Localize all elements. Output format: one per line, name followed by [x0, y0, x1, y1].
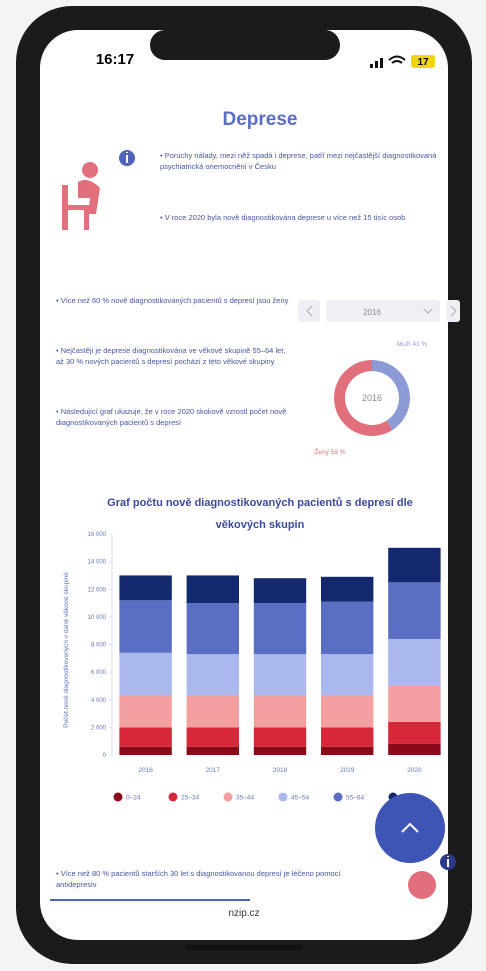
bar-segment — [119, 747, 171, 755]
bar-segment — [388, 686, 440, 722]
page-title: Deprese — [223, 109, 298, 130]
legend-label: 25–34 — [181, 795, 199, 802]
x-tick-label: 2020 — [407, 767, 422, 774]
intro-bullet: • V roce 2020 byla nově diagnostikována … — [160, 212, 450, 223]
y-tick-label: 8 000 — [91, 643, 107, 649]
bullet-text: Následující graf ukazuje, že v roce 2020… — [56, 407, 286, 427]
bar-segment — [321, 577, 373, 602]
bar-segment — [187, 654, 239, 695]
x-tick-label: 2016 — [138, 767, 153, 774]
bar-segment — [187, 747, 239, 755]
bar-segment — [388, 639, 440, 686]
bar-segment — [388, 582, 440, 639]
y-tick-label: 10 000 — [88, 615, 107, 621]
legend-label: 35–44 — [236, 795, 254, 802]
bullet-text: Nejčastěji je deprese diagnostikována ve… — [56, 346, 285, 366]
donut-label: Ženy 59 % — [314, 447, 345, 456]
notch — [150, 30, 340, 60]
bar-segment — [119, 653, 171, 696]
url: nzip.cz — [228, 908, 259, 919]
bar-segment — [254, 747, 306, 755]
url-bar[interactable]: nzip.cz — [40, 908, 448, 919]
bar-segment — [187, 575, 239, 603]
bullet-text: Více než 60 % nově diagnostikovaných pac… — [61, 296, 289, 305]
bar-segment — [187, 603, 239, 654]
bar-segment — [119, 696, 171, 728]
bar-segment — [119, 600, 171, 652]
bar-segment — [321, 654, 373, 695]
bar-segment — [187, 696, 239, 728]
battery-level: 17 — [417, 57, 429, 68]
bar-segment — [254, 578, 306, 603]
y-tick-label: 4 000 — [91, 698, 107, 704]
legend-marker — [279, 793, 288, 802]
fact-bullet: • Následující graf ukazuje, že v roce 20… — [56, 406, 291, 428]
bar-segment — [388, 548, 440, 583]
prev-button[interactable] — [298, 300, 320, 322]
bar-segment — [119, 727, 171, 746]
phone: 16:17 17 Deprese 2016 Počet nově diagnos… — [0, 0, 486, 971]
bullet-text: Více než 80 % pacientů starších 30 let s… — [56, 869, 340, 889]
bar-segment — [321, 696, 373, 728]
bottom-bullet: • Více než 80 % pacientů starších 30 let… — [56, 868, 356, 890]
fact-bullet: • Více než 60 % nově diagnostikovaných p… — [56, 295, 291, 306]
fab-circle — [375, 793, 445, 863]
time: 16:17 — [96, 51, 134, 68]
y-tick-label: 6 000 — [91, 670, 107, 676]
chart-title: Graf počtu nově diagnostikovaných pacien… — [90, 492, 430, 536]
legend-marker — [224, 793, 233, 802]
bar-segment — [119, 575, 171, 600]
bar-segment — [388, 722, 440, 744]
bar-segment — [187, 727, 239, 746]
y-axis-label: Počet nově diagnostikovaných v dané věko… — [63, 572, 70, 728]
legend-marker — [114, 793, 123, 802]
pill-icon — [408, 871, 436, 899]
x-tick-label: 2017 — [206, 767, 221, 774]
bar-segment — [388, 744, 440, 755]
x-tick-label: 2018 — [273, 767, 288, 774]
home-indicator — [185, 945, 303, 950]
donut-center-label: 2016 — [362, 393, 382, 403]
intro-bullet: • Poruchy nálady, mezi něž spadá i depre… — [160, 150, 450, 172]
bar-segment — [254, 696, 306, 728]
legend-marker — [334, 793, 343, 802]
y-tick-label: 12 000 — [88, 587, 107, 593]
bar-segment — [321, 747, 373, 755]
fact-bullet: • Nejčastěji je deprese diagnostikována … — [56, 345, 291, 367]
x-tick-label: 2019 — [340, 767, 355, 774]
donut-label: Muži 41 % — [397, 341, 428, 348]
y-tick-label: 2 000 — [91, 725, 107, 731]
selected-year: 2016 — [363, 308, 381, 317]
bar-segment — [254, 654, 306, 695]
bar-segment — [254, 727, 306, 746]
legend-label: 55–64 — [346, 795, 364, 802]
bar-segment — [254, 603, 306, 654]
next-button[interactable] — [446, 300, 460, 322]
bullet-text: Poruchy nálady, mezi něž spadá i deprese… — [160, 151, 436, 171]
legend-label: 0–24 — [126, 795, 141, 802]
bar-segment — [321, 602, 373, 654]
year-dropdown[interactable] — [326, 300, 440, 322]
page: 16:17 17 Deprese 2016 Počet nově diagnos… — [0, 0, 486, 971]
y-tick-label: 14 000 — [88, 560, 107, 566]
bullet-text: V roce 2020 byla nově diagnostikována de… — [165, 213, 406, 222]
scroll-top-button[interactable] — [375, 793, 445, 863]
legend-label: 45–54 — [291, 795, 309, 802]
legend-marker — [169, 793, 178, 802]
bar-segment — [321, 727, 373, 746]
